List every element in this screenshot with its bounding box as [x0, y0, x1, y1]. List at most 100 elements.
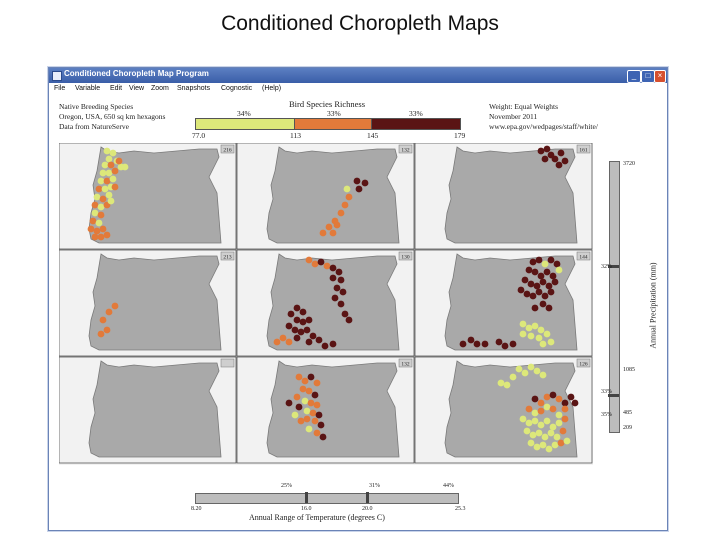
hexagon-marker	[299, 385, 307, 393]
temperature-slider-handle[interactable]	[305, 492, 308, 503]
panel-count: 144	[579, 255, 588, 261]
hexagon-marker	[543, 145, 551, 153]
hexagon-marker	[109, 175, 117, 183]
close-button[interactable]: ×	[654, 70, 666, 83]
precipitation-slider-handle[interactable]	[608, 265, 619, 268]
hexagon-marker	[549, 272, 557, 280]
legend-pct: 33%	[327, 109, 341, 118]
menu-help[interactable]: (Help)	[262, 85, 282, 92]
hexagon-marker	[481, 340, 489, 348]
hexagon-marker	[293, 393, 301, 401]
info-right-line: www.epa.gov/wedpages/staff/white/	[489, 122, 598, 131]
hexagon-marker	[519, 415, 527, 423]
hexagon-marker	[103, 177, 111, 185]
hexagon-marker	[533, 443, 541, 451]
hexagon-marker	[97, 211, 105, 219]
hexagon-marker	[97, 177, 105, 185]
hexagon-marker	[307, 399, 315, 407]
hexagon-marker	[539, 441, 547, 449]
menu-file[interactable]: File	[54, 85, 66, 92]
info-left-line: Oregon, USA, 650 sq km hexagons	[59, 112, 166, 121]
hexagon-marker	[337, 300, 345, 308]
hexagon-marker	[107, 197, 115, 205]
hexagon-marker	[563, 437, 571, 445]
hexagon-marker	[539, 371, 547, 379]
hexagon-marker	[535, 256, 543, 264]
precipitation-slider: 3720 1085 485 209 32% 33% 35% Annual Pre…	[601, 161, 665, 461]
hexagon-marker	[93, 193, 101, 201]
precip-tick: 485	[623, 410, 632, 416]
hexagon-marker	[309, 332, 317, 340]
menu-zoom[interactable]: Zoom	[151, 85, 169, 92]
minimize-button[interactable]: _	[627, 70, 641, 83]
panel-count: 126	[579, 362, 588, 368]
precipitation-slider-handle[interactable]	[608, 394, 619, 397]
hexagon-marker	[531, 417, 539, 425]
hexagon-marker	[331, 294, 339, 302]
hexagon-marker	[293, 334, 301, 342]
hexagon-marker	[355, 185, 363, 193]
hexagon-marker	[337, 276, 345, 284]
map-panel-cell[interactable]	[59, 356, 237, 464]
panel-count-box	[576, 251, 591, 261]
hexagon-marker	[313, 379, 321, 387]
hexagon-marker	[561, 157, 569, 165]
hexagon-marker	[561, 415, 569, 423]
hexagon-marker	[537, 407, 545, 415]
temp-tick: 25.3	[455, 506, 466, 512]
hexagon-marker	[103, 147, 111, 155]
hexagon-marker	[329, 229, 337, 237]
map-panel-cell[interactable]: 132	[236, 356, 415, 464]
oregon-outline	[88, 253, 222, 351]
legend-area: Native Breeding Species Oregon, USA, 650…	[49, 96, 667, 146]
menu-cognostic[interactable]: Cognostic	[221, 85, 253, 92]
hexagon-marker	[91, 233, 99, 241]
hexagon-marker	[553, 260, 561, 268]
hexagon-marker	[571, 399, 579, 407]
hexagon-marker	[561, 405, 569, 413]
hexagon-marker	[345, 193, 353, 201]
hexagon-marker	[523, 427, 531, 435]
temperature-slider-track[interactable]	[195, 493, 459, 504]
hexagon-marker	[321, 342, 329, 350]
hexagon-marker	[301, 397, 309, 405]
precip-pct: 33%	[601, 389, 612, 395]
hexagon-marker	[339, 288, 347, 296]
hexagon-marker	[285, 399, 293, 407]
panel-count: 130	[401, 255, 410, 261]
menu-view[interactable]: View	[129, 85, 145, 92]
hexagon-marker	[545, 445, 553, 453]
menu-variable[interactable]: Variable	[75, 85, 101, 92]
map-panel-cell[interactable]: 213	[59, 249, 237, 357]
temperature-slider-handle[interactable]	[366, 492, 369, 503]
hexagon-marker	[293, 304, 301, 312]
hexagon-marker	[541, 292, 549, 300]
info-left-line: Data from NatureServe	[59, 122, 129, 131]
maximize-button[interactable]: □	[641, 70, 655, 83]
hexagon-marker	[297, 328, 305, 336]
map-panel-cell[interactable]: 144	[414, 249, 593, 357]
menu-edit[interactable]: Edit	[110, 85, 123, 92]
hexagon-marker	[319, 229, 327, 237]
hexagon-marker	[535, 288, 543, 296]
hexagon-marker	[315, 336, 323, 344]
hexagon-marker	[305, 387, 313, 395]
map-panel-cell[interactable]: 216	[59, 143, 237, 250]
hexagon-marker	[551, 278, 559, 286]
temp-tick: 8.20	[191, 506, 202, 512]
hexagon-marker	[557, 149, 565, 157]
hexagon-marker	[533, 367, 541, 375]
window-title: Conditioned Choropleth Map Program	[64, 69, 209, 78]
info-left-line: Native Breeding Species	[59, 102, 134, 111]
hexagon-marker	[519, 320, 527, 328]
hexagon-marker	[543, 403, 551, 411]
hexagon-marker	[343, 185, 351, 193]
hexagon-marker	[539, 300, 547, 308]
hexagon-marker	[91, 201, 99, 209]
precipitation-slider-track[interactable]	[609, 161, 620, 433]
panel-count-box	[398, 251, 413, 261]
menu-snapshots[interactable]: Snapshots	[177, 85, 211, 92]
hexagon-marker	[317, 421, 325, 429]
hexagon-marker	[325, 223, 333, 231]
window-titlebar[interactable]: Conditioned Choropleth Map Program _ □ ×	[49, 68, 667, 83]
